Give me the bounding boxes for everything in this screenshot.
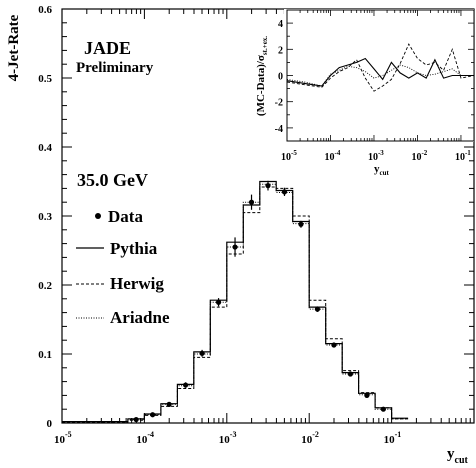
inset-y-tick-label: 2 — [278, 45, 283, 56]
legend-data-label: Data — [108, 207, 143, 226]
inset-x-tick-label-base: 10 — [324, 152, 334, 163]
data-point — [183, 382, 188, 387]
main-x-tick-labels: 10-5 10-4 10-3 10-2 10-1 — [54, 430, 401, 446]
main-y-tick-label: 0.1 — [38, 349, 52, 361]
inset-x-tick-label-exp: -3 — [378, 149, 384, 157]
main-x-tick-label: 10-5 — [54, 430, 72, 446]
x-axis-label-sub: cut — [455, 455, 469, 466]
inset-x-tick-label-exp: -2 — [421, 149, 427, 157]
data-point — [298, 222, 303, 227]
data-point — [364, 393, 369, 398]
inset-x-tick-label-base: 10 — [281, 152, 291, 163]
data-point — [249, 200, 254, 205]
legend-pythia-label: Pythia — [110, 239, 158, 258]
status-label: Preliminary — [76, 60, 154, 76]
inset-x-tick-label: 10-4 — [324, 149, 340, 163]
data-point — [282, 189, 287, 194]
main-y-tick-label: 0.5 — [38, 73, 52, 85]
main-x-tick-label-exp: -1 — [395, 430, 402, 439]
data-points — [134, 181, 386, 422]
legend-entry-data: Data — [95, 207, 143, 226]
inset-x-tick-label: 10-3 — [368, 149, 384, 163]
experiment-label: JADE — [84, 38, 131, 58]
data-point — [199, 351, 204, 356]
main-y-tick-label: 0.4 — [38, 142, 52, 154]
legend-herwig-label: Herwig — [110, 274, 164, 293]
inset-y-tick-label: 4 — [278, 19, 283, 30]
main-y-tick-label: 0 — [47, 418, 53, 430]
legend-entry-ariadne: Ariadne — [76, 308, 170, 327]
main-x-tick-label-exp: -3 — [230, 430, 237, 439]
main-x-tick-label-base: 10 — [301, 434, 313, 446]
data-point — [381, 407, 386, 412]
inset-x-tick-label-exp: -1 — [465, 149, 471, 157]
inset-y-axis-label: (MC-Data)/σst.+ex. — [255, 36, 269, 116]
main-y-tick-label: 0.2 — [38, 280, 52, 292]
data-point — [216, 300, 221, 305]
data-point — [331, 342, 336, 347]
main-x-tick-label: 10-3 — [219, 430, 237, 446]
data-point — [315, 307, 320, 312]
energy-label: 35.0 GeV — [77, 170, 148, 190]
inset-x-tick-labels: 10-5 10-4 10-3 10-2 10-1 — [281, 149, 471, 163]
inset-x-tick-label: 10-2 — [411, 149, 427, 163]
main-x-tick-label-base: 10 — [136, 434, 148, 446]
inset-y-tick-labels: -4 -2 0 2 4 — [275, 19, 283, 135]
data-point — [134, 417, 139, 422]
data-point — [265, 183, 270, 188]
x-axis-label: ycut — [447, 446, 469, 466]
inset-x-tick-label-base: 10 — [368, 152, 378, 163]
y-axis-label: 4-Jet-Rate — [6, 14, 22, 81]
inset-x-axis-label: ycut — [374, 163, 390, 177]
main-x-tick-label-base: 10 — [54, 434, 66, 446]
main-x-tick-label-exp: -5 — [65, 430, 72, 439]
inset-x-tick-label: 10-1 — [455, 149, 471, 163]
legend-data-marker — [95, 213, 101, 219]
main-y-tick-label: 0.3 — [38, 211, 52, 223]
inset-x-tick-label-exp: -5 — [291, 149, 297, 157]
inset-x-tick-label-exp: -4 — [334, 149, 340, 157]
main-x-tick-label-exp: -2 — [312, 430, 319, 439]
inset-y-tick-label: -2 — [275, 98, 283, 109]
main-x-tick-label-base: 10 — [384, 434, 396, 446]
legend-ariadne-label: Ariadne — [110, 308, 170, 327]
main-x-tick-label: 10-4 — [136, 430, 154, 446]
legend-entry-herwig: Herwig — [76, 274, 164, 293]
data-point — [150, 412, 155, 417]
main-x-tick-label-exp: -4 — [147, 430, 154, 439]
main-x-tick-label: 10-1 — [384, 430, 402, 446]
main-y-tick-label: 0.6 — [38, 4, 52, 16]
main-y-tick-labels: 0 0.1 0.2 0.3 0.4 0.5 0.6 — [38, 4, 52, 430]
main-x-tick-label: 10-2 — [301, 430, 319, 446]
inset-y-tick-label: -4 — [275, 124, 283, 135]
inset-x-tick-label-base: 10 — [455, 152, 465, 163]
legend: Data Pythia Herwig Ariadne — [76, 207, 170, 327]
legend-entry-pythia: Pythia — [76, 239, 158, 258]
inset-x-axis-label-sub: cut — [380, 169, 390, 177]
inset-x-tick-label-base: 10 — [411, 152, 421, 163]
main-x-tick-label-base: 10 — [219, 434, 231, 446]
inset-y-axis-label-main: (MC-Data)/σ — [255, 55, 267, 116]
inset-x-tick-label: 10-5 — [281, 149, 297, 163]
data-point — [167, 402, 172, 407]
data-point — [348, 371, 353, 376]
inset-y-axis-label-sub: st.+ex. — [261, 36, 269, 55]
inset-y-tick-label: 0 — [278, 72, 283, 83]
data-point — [232, 244, 237, 249]
